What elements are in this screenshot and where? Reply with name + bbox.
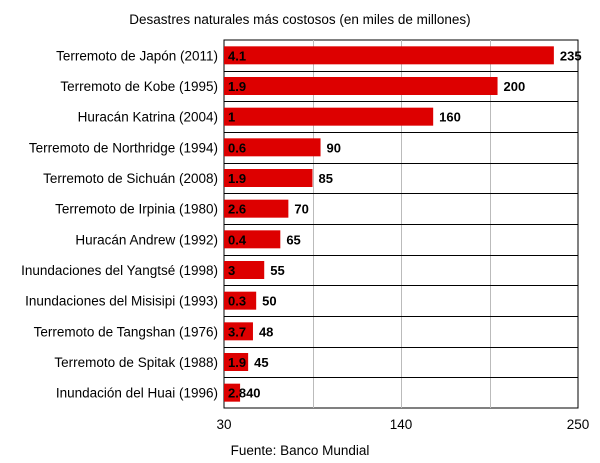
x-axis-ticks: 30 140 250	[216, 417, 589, 432]
category-label: Terremoto de Sichuán (2008)	[43, 171, 218, 186]
bar-value-label: 235	[560, 48, 582, 63]
bar-inner-label: 1.9	[228, 79, 246, 94]
bar-inner-label: 0.3	[228, 294, 246, 309]
bar-inner-label: 1.9	[228, 171, 246, 186]
category-label: Terremoto de Tangshan (1976)	[34, 324, 218, 339]
bar-value-label: 55	[270, 263, 284, 278]
bar	[224, 383, 241, 402]
bar	[224, 169, 313, 187]
bar	[224, 322, 253, 341]
bar-inner-label: 0.6	[228, 140, 246, 155]
bar-inner-label: 1.9	[228, 355, 246, 370]
bar-inner-label: 3.7	[228, 324, 246, 339]
bar-value-label: 48	[259, 324, 273, 339]
bar-inner-label: 3	[228, 263, 235, 278]
bar-value-label: 85	[319, 171, 333, 186]
category-label: Terremoto de Spitak (1988)	[54, 355, 218, 370]
chart-title: Desastres naturales más costosos (en mil…	[129, 12, 470, 27]
category-label: Inundaciones del Yangtsé (1998)	[21, 263, 218, 278]
category-label: Terremoto de Irpinia (1980)	[55, 202, 218, 217]
category-labels: Terremoto de Japón (2011) Terremoto de Ko…	[21, 48, 218, 400]
bar	[224, 199, 289, 218]
x-tick-label: 250	[567, 417, 590, 432]
bar	[224, 261, 265, 279]
bar	[224, 77, 498, 95]
bar-value-label: 160	[439, 110, 461, 125]
bar	[224, 230, 281, 249]
bar	[224, 353, 249, 371]
category-label: Inundación del Huai (1996)	[56, 386, 218, 401]
bar	[224, 46, 554, 65]
bar-value-label: 45	[254, 355, 268, 370]
bar-value-label: 70	[294, 202, 308, 217]
bar	[224, 138, 321, 157]
category-label: Terremoto de Kobe (1995)	[60, 79, 218, 94]
category-label: Terremoto de Japón (2011)	[56, 48, 218, 63]
x-tick-label: 30	[216, 417, 231, 432]
bar-value-label: 90	[327, 140, 341, 155]
category-label: Huracán Andrew (1992)	[75, 232, 218, 247]
category-label: Terremoto de Northridge (1994)	[29, 140, 218, 155]
bar-inner-label: 2.8	[228, 386, 246, 401]
bar-inner-label: 0.4	[228, 232, 247, 247]
bar-inner-label: 1	[228, 110, 235, 125]
bar-inner-label: 2.6	[228, 202, 246, 217]
bar	[224, 291, 257, 310]
bar-value-label: 40	[246, 386, 260, 401]
bar-value-label: 50	[262, 294, 276, 309]
source-note: Fuente: Banco Mundial	[231, 443, 370, 458]
bar-inner-label: 4.1	[228, 48, 246, 63]
row-separators	[224, 71, 578, 378]
x-tick-label: 140	[390, 417, 413, 432]
category-label: Inundaciones del Misisipi (1993)	[25, 294, 218, 309]
category-label: Huracán Katrina (2004)	[78, 110, 218, 125]
bars: 4.1 235 1.9 200 1 160 0.6 90 1.9 85 2.6 70 0.4 65 3 55 0…	[224, 46, 582, 402]
bar-value-label: 200	[504, 79, 526, 94]
bar-value-label: 65	[286, 232, 300, 247]
bar	[224, 107, 434, 126]
